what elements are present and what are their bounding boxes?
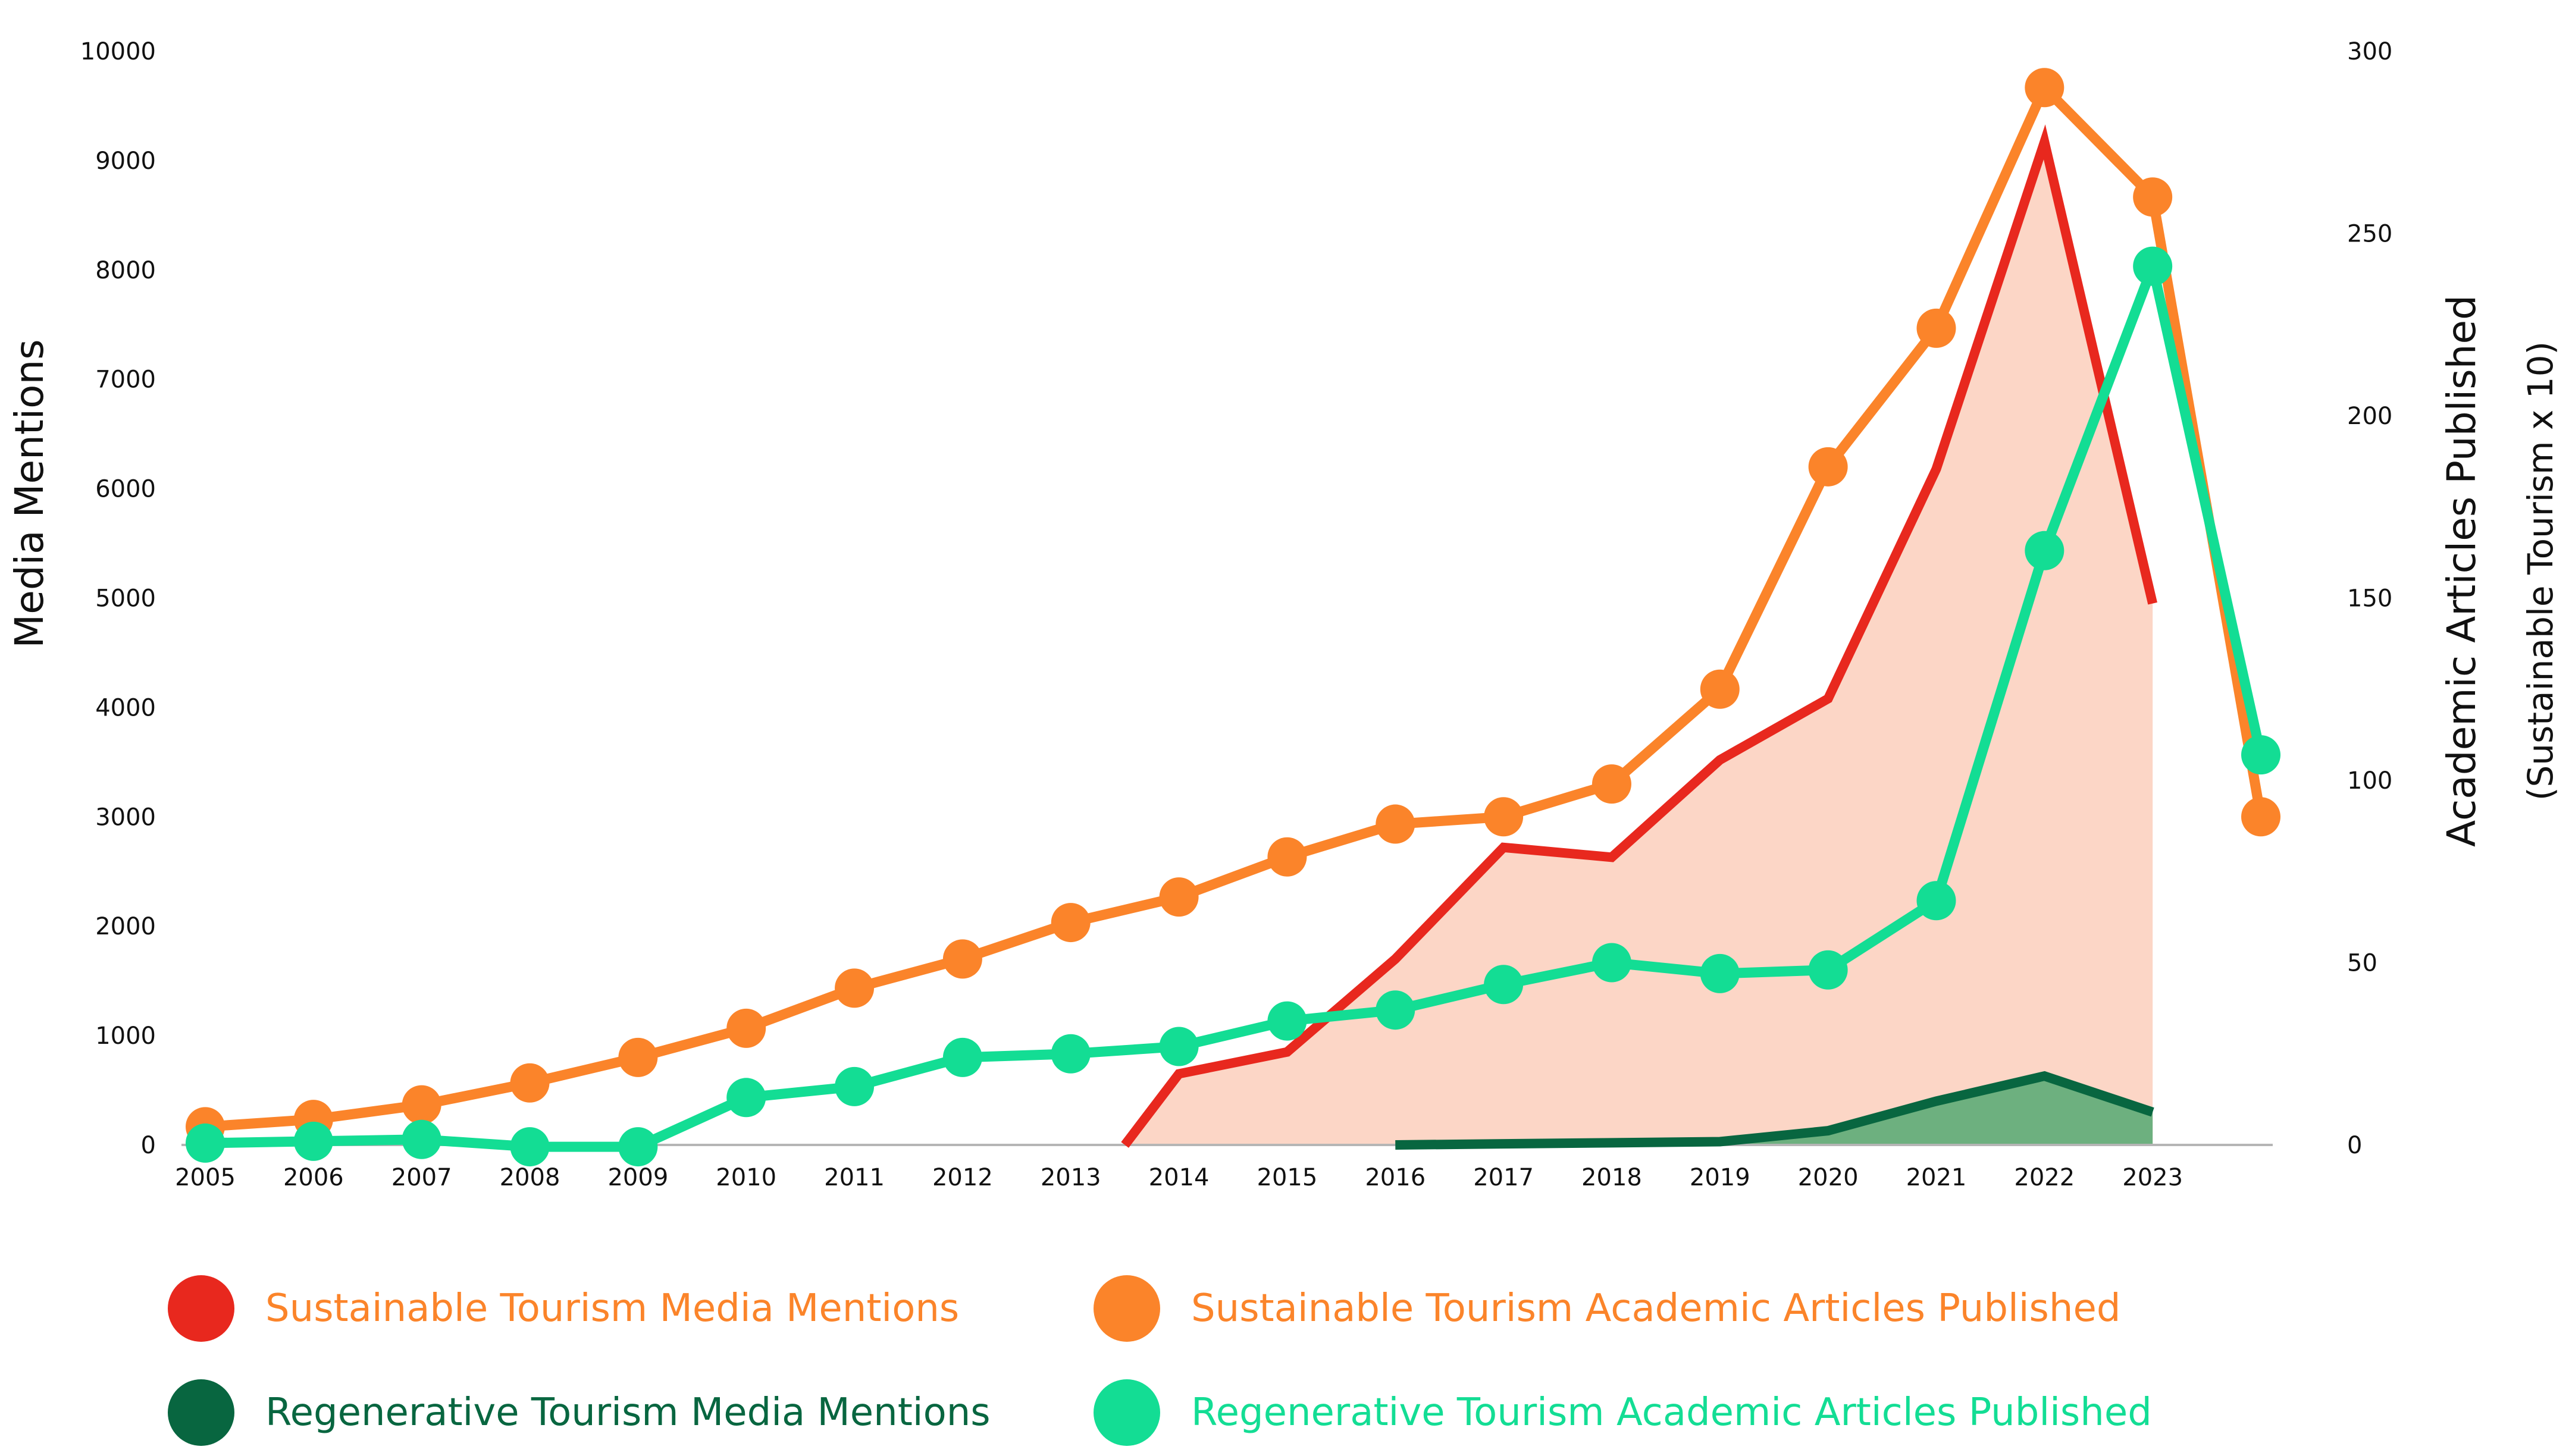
axis-ticks: 0100020003000400050006000700080009000100…: [80, 38, 2393, 1191]
y-right-tick-label: 0: [2347, 1132, 2362, 1159]
marker-regenerative-tourism-academic-articles-published-2017: [1484, 965, 1524, 1005]
marker-sustainable-tourism-academic-articles-published-2017: [1484, 797, 1524, 837]
marker-sustainable-tourism-academic-articles-published-2010: [726, 1008, 766, 1048]
line-sustainable-tourism-media-mentions: [1121, 124, 2157, 1148]
marker-regenerative-tourism-academic-articles-published-2016: [1376, 990, 1415, 1030]
y-left-tick-label: 10000: [80, 38, 156, 65]
marker-regenerative-tourism-academic-articles-published-2012: [942, 1037, 982, 1077]
y-right-tick-label: 50: [2347, 950, 2377, 977]
y-right-tick-label: 150: [2347, 585, 2392, 613]
legend-dot-icon: [1094, 1275, 1160, 1342]
marker-sustainable-tourism-academic-articles-published-2022: [2025, 68, 2065, 108]
marker-regenerative-tourism-academic-articles-published-2015: [1267, 1001, 1307, 1041]
y-left-tick-label: 6000: [95, 476, 156, 503]
marker-sustainable-tourism-academic-articles-published-2023: [2133, 177, 2173, 217]
y-axis-right-title: Academic Articles Published: [2439, 295, 2485, 847]
legend-label: Sustainable Tourism Media Mentions: [265, 1286, 960, 1331]
legend-label: Regenerative Tourism Media Mentions: [265, 1391, 991, 1435]
marker-regenerative-tourism-academic-articles-published-2022: [2025, 531, 2065, 570]
legend-dot-icon: [168, 1379, 234, 1446]
marker-sustainable-tourism-academic-articles-published-2020: [1808, 447, 1848, 487]
legend: Sustainable Tourism Media Mentions Susta…: [0, 1249, 2572, 1451]
legend-label: Regenerative Tourism Academic Articles P…: [1191, 1391, 2152, 1435]
marker-regenerative-tourism-academic-articles-published-2024: [2241, 735, 2280, 775]
marker-sustainable-tourism-academic-articles-published-2024: [2241, 797, 2280, 837]
marker-regenerative-tourism-academic-articles-published-2010: [726, 1078, 766, 1118]
x-tick-label: 2012: [932, 1164, 993, 1191]
marker-sustainable-tourism-academic-articles-published-2009: [618, 1037, 658, 1077]
x-tick-label: 2021: [1906, 1164, 1967, 1191]
legend-item-regenerative-articles: Regenerative Tourism Academic Articles P…: [1094, 1377, 2152, 1448]
line-regenerative-tourism-media-mentions: [1395, 1071, 2154, 1150]
x-tick-label: 2006: [283, 1164, 344, 1191]
legend-label: Sustainable Tourism Academic Articles Pu…: [1191, 1286, 2121, 1331]
marker-regenerative-tourism-academic-articles-published-2011: [835, 1066, 875, 1106]
marker-regenerative-tourism-academic-articles-published-2019: [1700, 953, 1740, 993]
marker-sustainable-tourism-academic-articles-published-2013: [1051, 903, 1091, 943]
marker-sustainable-tourism-academic-articles-published-2014: [1159, 877, 1199, 917]
x-tick-label: 2015: [1257, 1164, 1318, 1191]
y-left-tick-label: 0: [141, 1132, 156, 1159]
marker-regenerative-tourism-academic-articles-published-2013: [1051, 1034, 1091, 1074]
y-left-tick-label: 8000: [95, 257, 156, 284]
y-left-tick-label: 1000: [95, 1022, 156, 1050]
y-left-tick-label: 4000: [95, 694, 156, 721]
series-markers: [186, 68, 2280, 1167]
y-right-tick-label: 250: [2347, 221, 2392, 248]
x-tick-label: 2010: [716, 1164, 776, 1191]
marker-sustainable-tourism-academic-articles-published-2019: [1700, 669, 1740, 709]
x-tick-label: 2013: [1041, 1164, 1101, 1191]
marker-sustainable-tourism-academic-articles-published-2012: [942, 939, 982, 979]
marker-sustainable-tourism-academic-articles-published-2007: [402, 1085, 441, 1125]
y-right-tick-label: 200: [2347, 403, 2392, 430]
y-left-tick-label: 2000: [95, 913, 156, 940]
marker-regenerative-tourism-academic-articles-published-2009: [618, 1127, 658, 1167]
marker-regenerative-tourism-academic-articles-published-2023: [2133, 246, 2173, 286]
x-tick-label: 2016: [1365, 1164, 1426, 1191]
x-tick-label: 2017: [1473, 1164, 1534, 1191]
chart: 0100020003000400050006000700080009000100…: [7, 38, 2561, 1191]
legend-dot-icon: [1094, 1379, 1160, 1446]
marker-regenerative-tourism-academic-articles-published-2014: [1159, 1027, 1199, 1066]
legend-item-sustainable-articles: Sustainable Tourism Academic Articles Pu…: [1094, 1273, 2120, 1344]
marker-regenerative-tourism-academic-articles-published-2007: [402, 1119, 441, 1159]
marker-regenerative-tourism-academic-articles-published-2021: [1916, 881, 1956, 921]
x-tick-label: 2023: [2122, 1164, 2183, 1191]
x-tick-label: 2014: [1149, 1164, 1210, 1191]
marker-regenerative-tourism-academic-articles-published-2006: [293, 1121, 333, 1161]
marker-sustainable-tourism-academic-articles-published-2015: [1267, 837, 1307, 877]
marker-sustainable-tourism-academic-articles-published-2008: [510, 1063, 550, 1103]
x-tick-label: 2008: [500, 1164, 560, 1191]
y-right-tick-label: 100: [2347, 767, 2392, 795]
legend-item-sustainable-media: Sustainable Tourism Media Mentions: [168, 1273, 959, 1344]
area-regenerative-tourism-media-mentions: [1395, 1076, 2153, 1145]
x-tick-label: 2011: [824, 1164, 885, 1191]
x-tick-label: 2009: [607, 1164, 668, 1191]
marker-regenerative-tourism-academic-articles-published-2005: [186, 1123, 225, 1163]
y-left-tick-label: 9000: [95, 148, 156, 175]
x-tick-label: 2020: [1798, 1164, 1859, 1191]
marker-sustainable-tourism-academic-articles-published-2018: [1592, 764, 1631, 804]
x-tick-label: 2019: [1690, 1164, 1750, 1191]
y-left-tick-label: 3000: [95, 804, 156, 831]
area-sustainable-tourism-media-mentions: [1124, 142, 2153, 1146]
marker-regenerative-tourism-academic-articles-published-2020: [1808, 950, 1848, 990]
legend-item-regenerative-media: Regenerative Tourism Media Mentions: [168, 1377, 991, 1448]
marker-regenerative-tourism-academic-articles-published-2008: [510, 1127, 550, 1167]
y-axis-right-subtitle: (Sustainable Tourism x 10): [2520, 341, 2561, 801]
marker-regenerative-tourism-academic-articles-published-2018: [1592, 943, 1631, 983]
y-axis-left-title: Media Mentions: [7, 339, 52, 648]
x-tick-label: 2007: [391, 1164, 452, 1191]
y-left-tick-label: 5000: [95, 585, 156, 613]
area-fills: [1124, 142, 2153, 1146]
y-left-tick-label: 7000: [95, 366, 156, 394]
x-tick-label: 2022: [2014, 1164, 2075, 1191]
marker-sustainable-tourism-academic-articles-published-2011: [835, 968, 875, 1008]
marker-sustainable-tourism-academic-articles-published-2016: [1376, 804, 1415, 844]
x-tick-label: 2018: [1581, 1164, 1642, 1191]
x-tick-label: 2005: [175, 1164, 236, 1191]
marker-sustainable-tourism-academic-articles-published-2021: [1916, 308, 1956, 348]
y-right-tick-label: 300: [2347, 38, 2392, 65]
legend-dot-icon: [168, 1275, 234, 1342]
